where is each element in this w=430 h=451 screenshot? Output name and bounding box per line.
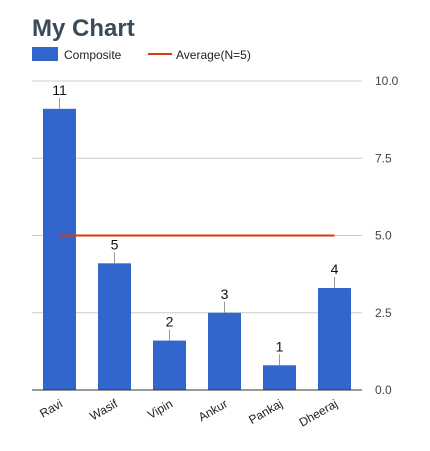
category-label-ravi: Ravi [37, 396, 65, 420]
bar-dheeraj [318, 288, 351, 390]
bar-pankaj [263, 365, 296, 390]
data-label-vipin: 2 [166, 314, 174, 330]
y-tick-label: 7.5 [375, 151, 392, 165]
category-label-ankur: Ankur [196, 396, 230, 424]
legend-label-composite: Composite [64, 48, 122, 62]
bar-wasif [98, 263, 131, 390]
data-label-ravi: 11 [52, 82, 67, 98]
data-label-dheeraj: 4 [331, 261, 339, 277]
y-tick-label: 5.0 [375, 229, 392, 243]
gridlines [32, 80, 362, 314]
y-tick-label: 10.0 [375, 74, 399, 88]
y-tick-label: 2.5 [375, 306, 392, 320]
data-label-pankaj: 1 [276, 338, 284, 354]
legend: Composite Average(N=5) [32, 47, 251, 62]
legend-label-average: Average(N=5) [176, 48, 251, 62]
chart-title: My Chart [32, 15, 135, 42]
data-labels: 11 5 2 3 1 4 [52, 82, 339, 366]
bars [43, 108, 351, 390]
category-label-pankaj: Pankaj [246, 396, 285, 426]
bar-ankur [208, 312, 241, 390]
data-label-wasif: 5 [111, 236, 119, 252]
category-label-wasif: Wasif [87, 396, 120, 423]
y-axis-ticks: 0.0 2.5 5.0 7.5 10.0 [375, 74, 399, 397]
data-label-ankur: 3 [221, 286, 229, 302]
x-axis-categories: Ravi Wasif Vipin Ankur Pankaj Dheeraj [37, 396, 340, 429]
legend-swatch-composite [32, 47, 58, 61]
category-label-dheeraj: Dheeraj [297, 396, 340, 429]
bar-vipin [153, 340, 186, 390]
category-label-vipin: Vipin [145, 396, 175, 421]
y-tick-label: 0.0 [375, 383, 392, 397]
bar-ravi [43, 108, 76, 390]
